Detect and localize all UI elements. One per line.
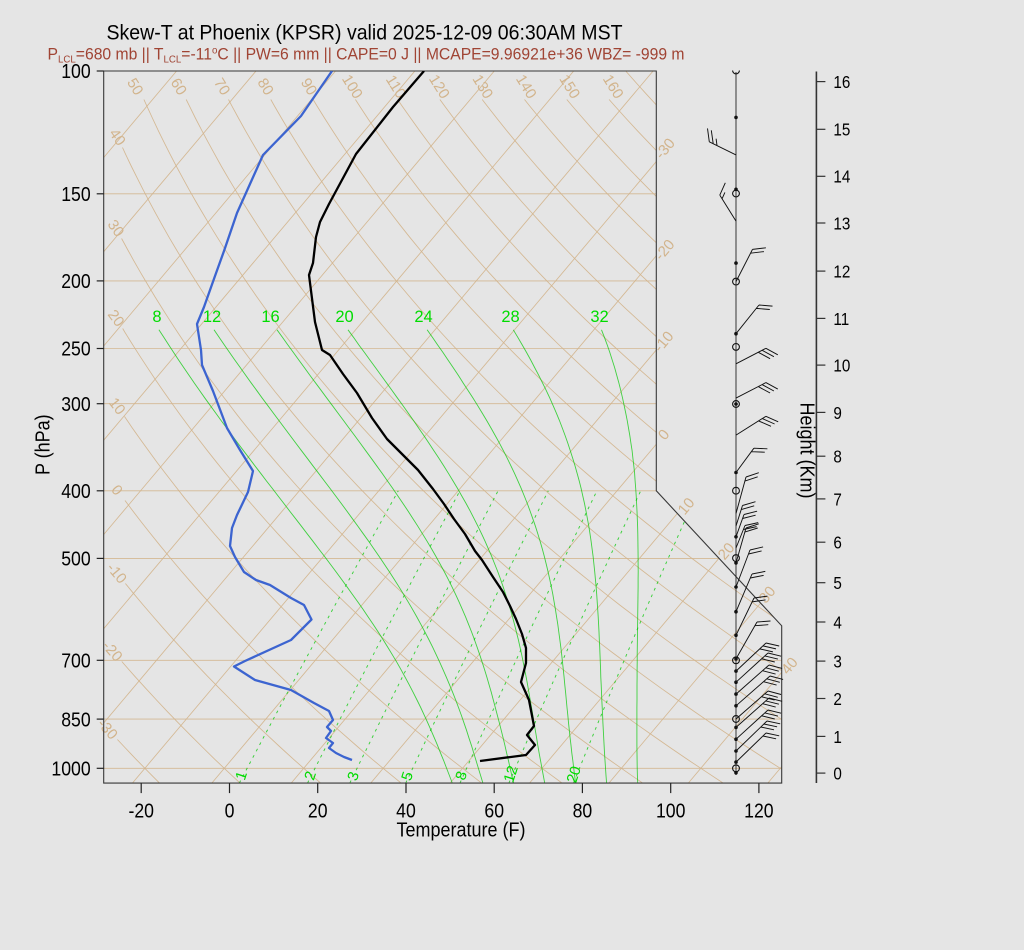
svg-text:1: 1 <box>833 728 841 747</box>
svg-text:100: 100 <box>61 61 90 83</box>
svg-text:80: 80 <box>254 75 277 98</box>
svg-text:40: 40 <box>105 126 128 149</box>
svg-text:Height (Km): Height (Km) <box>795 403 817 499</box>
svg-text:50: 50 <box>123 75 146 98</box>
svg-text:120: 120 <box>744 800 773 822</box>
svg-text:24: 24 <box>414 308 432 326</box>
svg-text:12: 12 <box>833 263 850 282</box>
svg-text:850: 850 <box>61 709 90 731</box>
svg-text:10: 10 <box>833 357 850 376</box>
svg-text:15: 15 <box>833 121 850 140</box>
svg-text:13: 13 <box>833 214 850 233</box>
svg-text:200: 200 <box>61 271 90 293</box>
svg-text:10: 10 <box>105 395 129 419</box>
svg-text:3: 3 <box>833 653 841 672</box>
svg-text:9: 9 <box>833 404 841 423</box>
svg-text:500: 500 <box>61 549 90 571</box>
svg-text:Skew-T at Phoenix (KPSR) valid: Skew-T at Phoenix (KPSR) valid 2025-12-0… <box>106 22 622 45</box>
svg-text:4: 4 <box>833 613 841 632</box>
svg-text:P (hPa): P (hPa) <box>33 414 55 475</box>
svg-text:90: 90 <box>297 75 320 98</box>
svg-text:80: 80 <box>573 800 593 822</box>
svg-text:70: 70 <box>210 75 233 98</box>
svg-text:300: 300 <box>61 394 90 416</box>
svg-text:700: 700 <box>61 650 90 672</box>
svg-text:5: 5 <box>833 574 841 593</box>
svg-text:6: 6 <box>833 534 841 553</box>
svg-text:0: 0 <box>833 765 841 784</box>
svg-text:30: 30 <box>104 217 128 240</box>
svg-text:60: 60 <box>484 800 504 822</box>
svg-text:40: 40 <box>396 800 416 822</box>
svg-text:16: 16 <box>261 308 279 326</box>
svg-text:7: 7 <box>833 490 841 509</box>
svg-text:16: 16 <box>833 73 850 92</box>
svg-text:32: 32 <box>590 308 608 326</box>
svg-text:60: 60 <box>167 75 190 98</box>
svg-text:-20: -20 <box>128 800 154 822</box>
svg-text:20: 20 <box>104 307 128 331</box>
svg-text:2: 2 <box>833 690 841 709</box>
svg-text:400: 400 <box>61 481 90 503</box>
svg-text:8: 8 <box>833 448 841 467</box>
svg-text:14: 14 <box>833 168 850 187</box>
svg-text:150: 150 <box>61 184 90 206</box>
svg-text:0: 0 <box>225 800 235 822</box>
svg-text:100: 100 <box>656 800 685 822</box>
svg-text:8: 8 <box>152 308 161 326</box>
svg-text:12: 12 <box>203 308 221 326</box>
svg-text:20: 20 <box>564 764 585 785</box>
svg-text:12: 12 <box>501 764 522 785</box>
svg-text:250: 250 <box>61 339 90 361</box>
svg-text:Temperature (F): Temperature (F) <box>397 820 526 842</box>
svg-text:1000: 1000 <box>51 758 90 780</box>
svg-text:11: 11 <box>833 310 849 329</box>
svg-text:PLCL=680 mb || TLCL=-11oC || P: PLCL=680 mb || TLCL=-11oC || PW=6 mm || … <box>48 45 685 65</box>
svg-text:20: 20 <box>308 800 328 822</box>
svg-text:28: 28 <box>501 308 519 326</box>
svg-text:20: 20 <box>335 308 353 326</box>
